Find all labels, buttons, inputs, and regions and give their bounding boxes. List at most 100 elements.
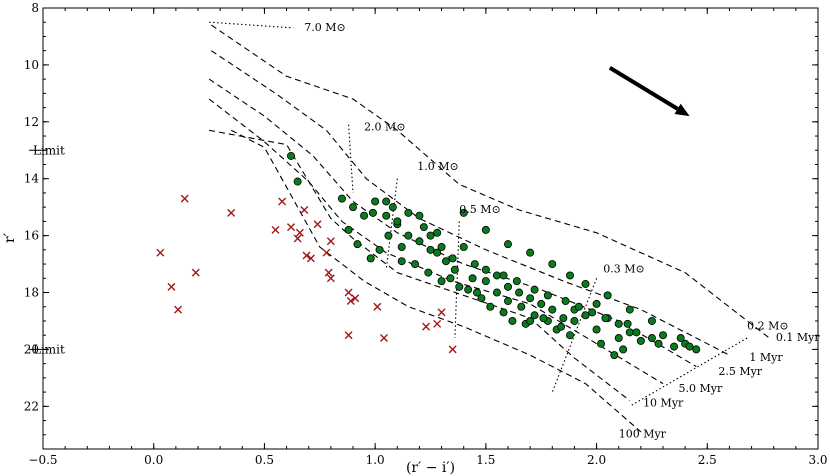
label-0-1-myr: 0.1 Myr bbox=[776, 331, 820, 344]
non-member-point-0 bbox=[156, 248, 165, 257]
member-point-15 bbox=[437, 242, 446, 251]
isochrone-1-myr bbox=[210, 50, 730, 356]
member-point-44 bbox=[397, 257, 406, 266]
member-point-62 bbox=[459, 208, 468, 217]
member-point-31 bbox=[614, 319, 623, 328]
non-member-point-16 bbox=[324, 268, 333, 277]
member-point-39 bbox=[344, 225, 353, 234]
label-0-2-m: 0.2 M⊙ bbox=[747, 320, 788, 333]
non-member-point-1 bbox=[167, 282, 176, 291]
member-point-98 bbox=[588, 308, 597, 317]
y-tick-label-2: 12 bbox=[24, 115, 39, 129]
non-member-point-18 bbox=[326, 237, 335, 246]
member-point-47 bbox=[437, 277, 446, 286]
member-point-18 bbox=[470, 260, 479, 269]
member-point-6 bbox=[371, 197, 380, 206]
member-point-42 bbox=[375, 245, 384, 254]
member-point-24 bbox=[537, 299, 546, 308]
member-point-63 bbox=[481, 225, 490, 234]
member-point-3 bbox=[348, 203, 357, 212]
member-point-49 bbox=[464, 285, 473, 294]
x-tick-label-0: −0.5 bbox=[28, 453, 57, 467]
member-point-82 bbox=[503, 297, 512, 306]
member-point-67 bbox=[566, 271, 575, 280]
non-member-points bbox=[156, 194, 457, 354]
member-point-75 bbox=[415, 237, 424, 246]
non-member-point-10 bbox=[295, 228, 304, 237]
mass-track-1-0-m bbox=[385, 178, 398, 270]
label-10-myr: 10 Myr bbox=[643, 396, 684, 409]
member-point-55 bbox=[530, 311, 539, 320]
x-tick-label-4: 1.5 bbox=[476, 453, 495, 467]
limit-label-1: Limit bbox=[33, 342, 65, 356]
member-point-25 bbox=[548, 305, 557, 314]
non-member-point-2 bbox=[174, 305, 183, 314]
non-member-point-7 bbox=[278, 197, 287, 206]
member-point-26 bbox=[559, 314, 568, 323]
reddening-arrow-shaft bbox=[608, 66, 679, 111]
member-point-69 bbox=[603, 291, 612, 300]
member-point-58 bbox=[566, 331, 575, 340]
member-point-36 bbox=[670, 342, 679, 351]
member-point-32 bbox=[625, 328, 634, 337]
member-point-33 bbox=[636, 336, 645, 345]
member-point-105 bbox=[676, 334, 685, 343]
member-point-10 bbox=[404, 231, 413, 240]
axis-ticks: −0.5 0.0 0.5 1.0 1.5 2.0 2.5 3.0 8 10 12 14 16 18 20 22 bbox=[24, 1, 828, 467]
member-point-102 bbox=[433, 248, 442, 257]
x-tick-label-1: 0.0 bbox=[144, 453, 163, 467]
label-1-myr: 1 Myr bbox=[749, 351, 783, 364]
member-point-34 bbox=[647, 334, 656, 343]
member-point-93 bbox=[512, 277, 521, 286]
label-0-3-m: 0.3 M⊙ bbox=[603, 263, 644, 276]
member-point-7 bbox=[382, 211, 391, 220]
y-tick-label-7: 22 bbox=[24, 399, 39, 413]
member-point-11 bbox=[415, 211, 424, 220]
non-member-point-20 bbox=[346, 297, 355, 306]
non-member-point-19 bbox=[344, 288, 353, 297]
member-point-80 bbox=[472, 288, 481, 297]
member-point-45 bbox=[410, 260, 419, 269]
non-member-point-8 bbox=[287, 223, 295, 232]
non-member-point-3 bbox=[180, 194, 189, 203]
member-point-87 bbox=[570, 316, 579, 325]
annotation-labels: 7.0 M⊙ 2.0 M⊙ 1.0 M⊙ 0.5 M⊙ 0.3 M⊙ 0.2 M⊙0.1 … bbox=[304, 21, 820, 441]
x-tick-label-7: 3.0 bbox=[808, 453, 827, 467]
member-point-4 bbox=[360, 211, 369, 220]
non-member-point-14 bbox=[313, 220, 322, 229]
member-point-101 bbox=[397, 242, 406, 251]
non-member-point-13 bbox=[306, 254, 315, 263]
member-point-17 bbox=[459, 242, 468, 251]
member-point-85 bbox=[539, 314, 548, 323]
member-point-38 bbox=[692, 345, 701, 354]
member-point-22 bbox=[515, 288, 524, 297]
member-point-1 bbox=[293, 177, 302, 186]
label-5-0-myr: 5.0 Myr bbox=[679, 382, 723, 395]
member-point-94 bbox=[530, 285, 539, 294]
non-member-point-26 bbox=[433, 319, 442, 328]
mass-track-2-0-m bbox=[348, 124, 354, 193]
label-100-myr: 100 Myr bbox=[619, 428, 667, 441]
member-point-21 bbox=[503, 282, 512, 291]
non-member-point-28 bbox=[448, 345, 457, 354]
label-2-5-myr: 2.5 Myr bbox=[718, 365, 762, 378]
member-point-52 bbox=[499, 308, 508, 317]
member-point-95 bbox=[543, 291, 552, 300]
x-tick-label-2: 0.5 bbox=[255, 453, 274, 467]
y-tick-label-1: 10 bbox=[24, 58, 39, 72]
mass-track-0-5-m bbox=[454, 221, 460, 339]
mass-track-lines bbox=[209, 21, 748, 407]
member-point-99 bbox=[601, 314, 610, 323]
non-member-point-24 bbox=[380, 334, 388, 343]
member-point-92 bbox=[499, 271, 508, 280]
member-point-2 bbox=[337, 194, 346, 203]
member-point-77 bbox=[441, 257, 450, 266]
member-point-43 bbox=[384, 231, 393, 240]
non-member-point-12 bbox=[302, 251, 311, 260]
member-point-86 bbox=[557, 322, 566, 331]
member-point-51 bbox=[486, 302, 495, 311]
member-point-46 bbox=[424, 268, 433, 277]
member-point-89 bbox=[614, 334, 623, 343]
member-point-66 bbox=[548, 260, 557, 269]
member-point-84 bbox=[526, 316, 535, 325]
